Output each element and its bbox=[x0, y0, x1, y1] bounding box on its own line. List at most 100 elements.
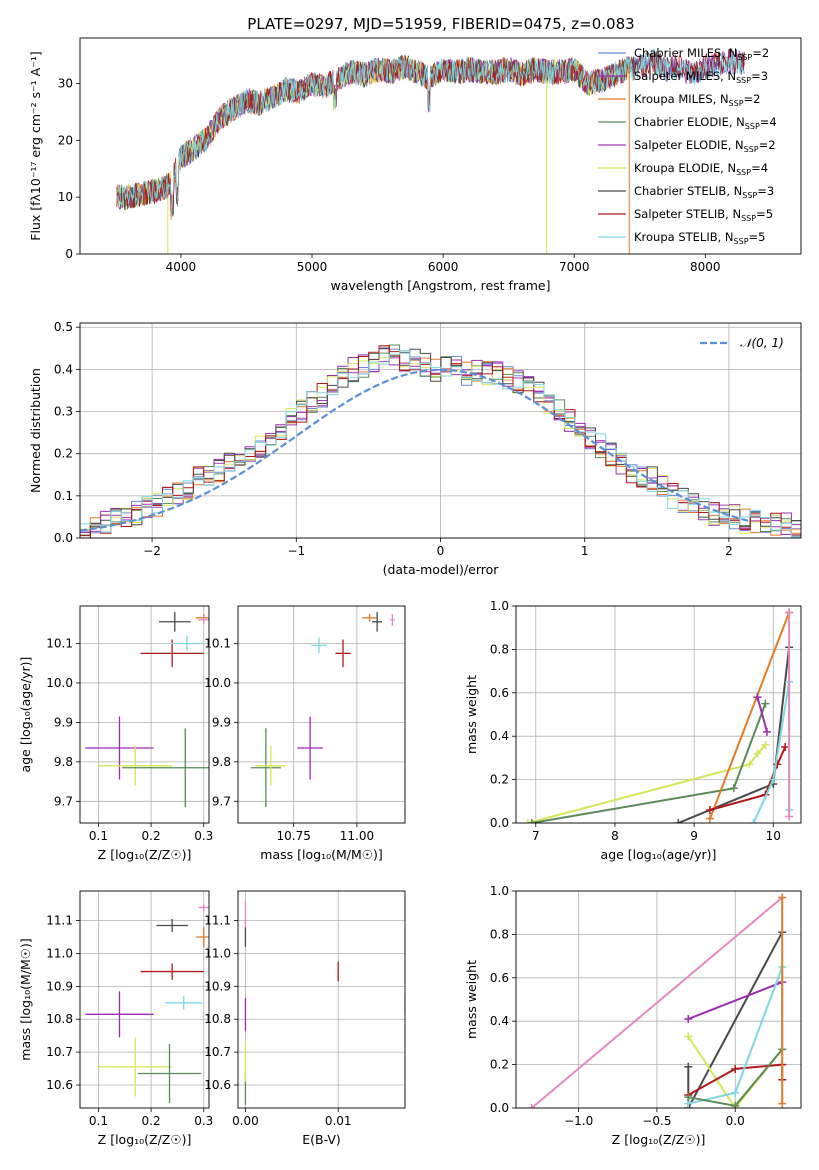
weight-marker bbox=[778, 893, 787, 902]
y-tick-label: 10.1 bbox=[46, 636, 73, 650]
errorbar-point bbox=[140, 639, 204, 668]
errorbar-point bbox=[98, 1037, 173, 1097]
panel-mass-vs-EBV: 0.00 0.01 10.6 10.7 10.8 10.9 11.0 11.1 E(B-V) bbox=[204, 890, 406, 1147]
errorbar-point bbox=[195, 927, 209, 947]
y-tick-label: 11.1 bbox=[204, 914, 231, 928]
plot-area bbox=[85, 904, 209, 1104]
spectrum-line bbox=[116, 48, 745, 216]
panel-age-vs-Z: 0.1 0.2 0.3 9.7 9.8 9.9 10.0 10.1 Z [log₁₀(Z/Z☉)… bbox=[18, 605, 213, 862]
y-tick-label: 10.8 bbox=[46, 1012, 73, 1026]
errorbar-point bbox=[389, 613, 395, 626]
axes-frame bbox=[515, 890, 802, 1109]
plot-area bbox=[250, 611, 395, 808]
x-tick-label: 7 bbox=[532, 829, 540, 843]
y-axis-label: mass weight bbox=[464, 960, 479, 1039]
plot-area bbox=[244, 900, 405, 1105]
errorbar-point bbox=[171, 635, 203, 652]
x-tick-label: 0.1 bbox=[89, 1114, 108, 1128]
weight-marker bbox=[785, 608, 794, 617]
axes-frame bbox=[79, 37, 802, 255]
y-tick-label: 1.0 bbox=[490, 884, 509, 898]
errorbar-point bbox=[85, 991, 154, 1038]
y-tick-label: 0.0 bbox=[490, 1101, 509, 1115]
x-tick-label: 8000 bbox=[690, 260, 721, 274]
figure-title: PLATE=0297, MJD=51959, FIBERID=0475, z=0… bbox=[247, 15, 634, 33]
normal-curve bbox=[80, 368, 751, 532]
y-tick-label: 0.1 bbox=[54, 489, 73, 503]
plot-area bbox=[80, 344, 801, 538]
y-tick-label: 0.4 bbox=[490, 1014, 509, 1028]
legend-entry: Salpeter STELIB, NSSP=5 bbox=[634, 207, 773, 223]
y-tick-label: 11.1 bbox=[46, 914, 73, 928]
axes-frame bbox=[79, 605, 210, 824]
x-axis-label: mass [log₁₀(M/M☉)] bbox=[260, 847, 382, 862]
legend-entry: Chabrier STELIB, NSSP=3 bbox=[634, 184, 774, 200]
y-tick-label: 0.8 bbox=[490, 927, 509, 941]
errorbar-point bbox=[122, 728, 209, 808]
weight-marker bbox=[778, 1099, 787, 1108]
weight-marker bbox=[785, 812, 794, 821]
y-tick-label: 0.2 bbox=[54, 447, 73, 461]
x-tick-label: 0.3 bbox=[194, 1114, 213, 1128]
y-tick-label: 9.7 bbox=[54, 794, 73, 808]
y-tick-label: 1.0 bbox=[490, 599, 509, 613]
weight-marker bbox=[773, 760, 782, 769]
weight-marker bbox=[674, 819, 683, 823]
y-tick-label: 0.4 bbox=[54, 362, 73, 376]
x-tick-label: 9 bbox=[690, 829, 698, 843]
y-tick-label: 0.0 bbox=[54, 531, 73, 545]
weight-marker bbox=[753, 749, 762, 758]
x-tick-label: 7000 bbox=[559, 260, 590, 274]
x-tick-label: 0.2 bbox=[142, 1114, 161, 1128]
x-tick-label: 10 bbox=[766, 829, 781, 843]
weight-marker bbox=[762, 727, 771, 736]
y-tick-label: 10.7 bbox=[204, 1045, 231, 1059]
weight-marker bbox=[527, 819, 536, 823]
x-tick-label: 10.75 bbox=[276, 829, 310, 843]
axes-frame bbox=[237, 605, 406, 824]
axes-frame bbox=[237, 890, 406, 1109]
x-tick-label: 0.3 bbox=[194, 829, 213, 843]
weight-marker bbox=[684, 1093, 693, 1102]
y-tick-label: 10.6 bbox=[46, 1078, 73, 1092]
y-tick-label: 30 bbox=[58, 76, 73, 90]
y-tick-label: 0.6 bbox=[490, 971, 509, 985]
weight-marker bbox=[523, 819, 532, 823]
legend-entry: Kroupa MILES, NSSP=2 bbox=[634, 92, 760, 108]
legend-entry: Salpeter ELODIE, NSSP=2 bbox=[634, 138, 776, 154]
errorbar-point bbox=[372, 611, 383, 632]
x-axis-label: Z [log₁₀(Z/Z☉)] bbox=[612, 1132, 706, 1147]
y-tick-label: 0.0 bbox=[490, 816, 509, 830]
y-tick-label: 0.2 bbox=[490, 1058, 509, 1072]
y-tick-label: 10.7 bbox=[46, 1045, 73, 1059]
panel-residuals: −2 −1 0 1 2 0.0 0.1 0.2 0.3 0.4 0.5 (data-model)/er… bbox=[28, 320, 802, 577]
y-tick-label: 20 bbox=[58, 133, 73, 147]
weight-marker bbox=[769, 775, 778, 784]
x-tick-label: 2 bbox=[725, 544, 733, 558]
x-tick-label: 5000 bbox=[297, 260, 328, 274]
errorbar-point bbox=[158, 611, 191, 632]
y-axis-label: Flux [fλ10⁻¹⁷ erg cm⁻² s⁻¹ A⁻¹] bbox=[28, 51, 43, 240]
y-tick-label: 0.8 bbox=[490, 642, 509, 656]
x-tick-label: 8 bbox=[611, 829, 619, 843]
weight-line bbox=[687, 981, 783, 1020]
weight-marker bbox=[761, 699, 770, 708]
weight-line bbox=[527, 744, 767, 823]
errorbar-point bbox=[361, 613, 378, 622]
y-tick-label: 0 bbox=[65, 247, 73, 261]
errorbar-point bbox=[297, 716, 323, 780]
weight-line bbox=[677, 647, 791, 823]
errorbar-point bbox=[198, 615, 209, 624]
errorbar-point bbox=[311, 637, 327, 654]
errorbar-point bbox=[198, 904, 209, 911]
plot-area bbox=[116, 48, 745, 254]
weight-marker bbox=[729, 784, 738, 793]
x-tick-label: 11.00 bbox=[340, 829, 374, 843]
weight-marker bbox=[527, 1104, 536, 1108]
y-tick-label: 0.2 bbox=[490, 773, 509, 787]
weight-marker bbox=[753, 693, 762, 702]
y-tick-label: 0.6 bbox=[490, 686, 509, 700]
errorbar-point bbox=[140, 963, 204, 980]
panel-weight-vs-age: 7 8 9 10 0.0 0.2 0.4 0.6 0.8 1.0 age [log₁₀(age/yr… bbox=[464, 599, 802, 862]
weight-line bbox=[709, 612, 791, 820]
